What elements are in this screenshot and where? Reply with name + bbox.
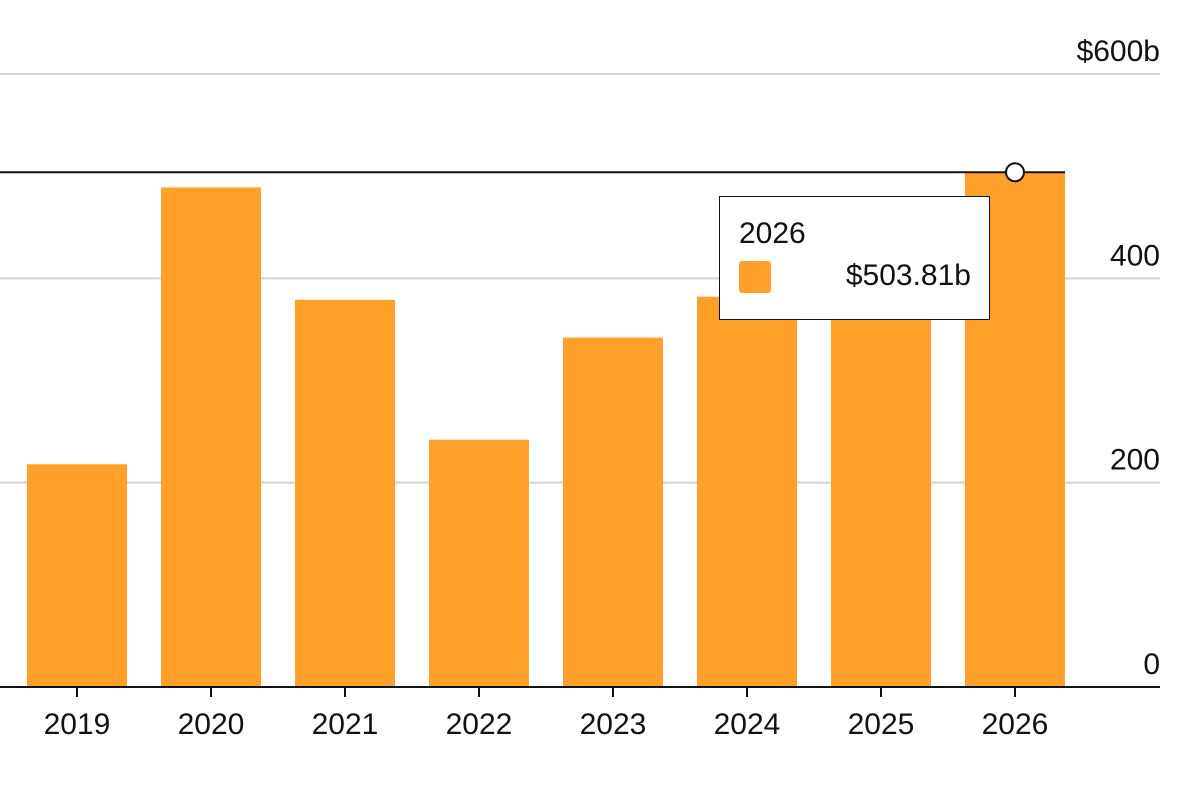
y-tick-label: $600b <box>1077 35 1160 68</box>
x-tick-label: 2024 <box>714 708 781 741</box>
y-axis-ticks: 0 200 400 $600b <box>1077 35 1160 681</box>
bars[interactable] <box>27 172 1065 688</box>
x-tick-label: 2020 <box>178 708 245 741</box>
tooltip-value: $503.81b <box>845 259 971 292</box>
tooltip-title: 2026 <box>739 217 806 250</box>
x-tick-label: 2021 <box>312 708 379 741</box>
tooltip: 2026 $503.81b <box>719 196 990 320</box>
bar-2020[interactable] <box>161 187 261 687</box>
bar-2023[interactable] <box>563 337 663 687</box>
bar-2025[interactable] <box>831 278 931 687</box>
bar-2019[interactable] <box>27 464 127 687</box>
x-tick-label: 2019 <box>44 708 111 741</box>
y-tick-label: 200 <box>1110 444 1160 477</box>
hover-marker <box>1005 162 1025 183</box>
x-tick-label: 2025 <box>848 708 915 741</box>
marker-group <box>1005 162 1025 183</box>
y-tick-label: 0 <box>1143 648 1160 681</box>
x-tick-label: 2026 <box>982 708 1049 741</box>
tooltip-swatch <box>739 261 771 293</box>
x-tick-label: 2022 <box>446 708 513 741</box>
x-tick-label: 2023 <box>580 708 647 741</box>
bar-2024[interactable] <box>697 296 797 687</box>
bar-2022[interactable] <box>429 439 529 687</box>
bar-2021[interactable] <box>295 299 395 687</box>
x-axis-ticks: 2019 2020 2021 2022 2023 2024 2025 2026 <box>44 687 1049 741</box>
y-tick-label: 400 <box>1110 239 1160 272</box>
